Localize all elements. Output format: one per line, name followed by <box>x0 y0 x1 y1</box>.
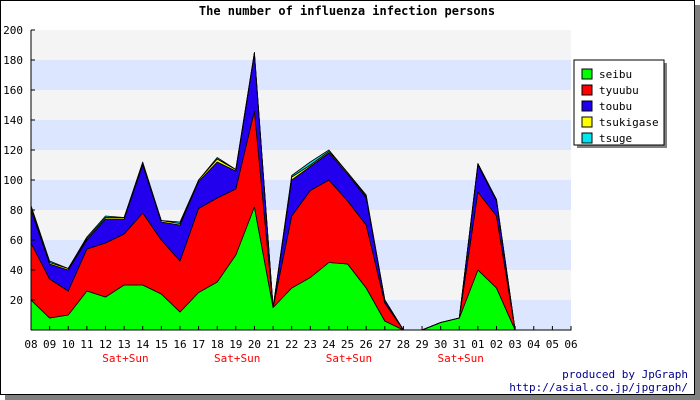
x-tick-label: 25 <box>341 338 354 351</box>
credit-line-1: produced by JpGraph <box>562 368 688 381</box>
legend-label-tsukigase: tsukigase <box>599 116 659 129</box>
y-tick-label: 160 <box>3 84 23 97</box>
y-tick-label: 200 <box>3 24 23 37</box>
legend-label-toubu: toubu <box>599 100 632 113</box>
x-tick-label: 03 <box>509 338 522 351</box>
legend-swatch-tsuge <box>581 132 593 144</box>
credit-line-2: http://asial.co.jp/jpgraph/ <box>509 381 688 394</box>
x-tick-label: 21 <box>266 338 279 351</box>
x-tick-label: 09 <box>43 338 56 351</box>
y-tick-label: 180 <box>3 54 23 67</box>
grid-band <box>31 30 571 60</box>
x-tick-label: 31 <box>453 338 466 351</box>
y-tick-label: 140 <box>3 114 23 127</box>
x-tick-label: 22 <box>285 338 298 351</box>
weekend-label: Sat+Sun <box>326 352 372 365</box>
x-tick-label: 16 <box>173 338 186 351</box>
x-tick-label: 18 <box>211 338 224 351</box>
grid-band <box>31 60 571 90</box>
x-tick-label: 27 <box>378 338 391 351</box>
grid-band <box>31 90 571 120</box>
chart-title: The number of influenza infection person… <box>198 4 496 18</box>
y-tick-label: 20 <box>10 294 23 307</box>
y-tick-label: 40 <box>10 264 23 277</box>
x-tick-label: 17 <box>192 338 205 351</box>
legend-label-seibu: seibu <box>599 68 632 81</box>
x-tick-label: 14 <box>136 338 150 351</box>
x-tick-label: 20 <box>248 338 261 351</box>
x-tick-label: 13 <box>117 338 130 351</box>
y-tick-label: 80 <box>10 204 23 217</box>
y-tick-label: 60 <box>10 234 23 247</box>
x-tick-label: 12 <box>99 338 112 351</box>
x-tick-label: 19 <box>229 338 242 351</box>
x-tick-label: 23 <box>304 338 317 351</box>
y-tick-label: 100 <box>3 174 23 187</box>
x-tick-label: 05 <box>546 338 559 351</box>
weekend-label: Sat+Sun <box>214 352 260 365</box>
x-tick-label: 02 <box>490 338 503 351</box>
x-tick-label: 10 <box>62 338 75 351</box>
x-tick-label: 29 <box>415 338 428 351</box>
x-tick-label: 26 <box>360 338 373 351</box>
grid-band <box>31 120 571 150</box>
x-tick-label: 24 <box>322 338 336 351</box>
legend-label-tsuge: tsuge <box>599 132 632 145</box>
x-tick-label: 28 <box>397 338 410 351</box>
y-tick-label: 120 <box>3 144 23 157</box>
x-tick-label: 30 <box>434 338 447 351</box>
legend-swatch-seibu <box>581 68 593 80</box>
x-tick-label: 01 <box>471 338 484 351</box>
x-tick-label: 04 <box>527 338 541 351</box>
legend-swatch-tyuubu <box>581 84 593 96</box>
weekend-label: Sat+Sun <box>102 352 148 365</box>
x-tick-label: 08 <box>24 338 37 351</box>
x-tick-label: 06 <box>564 338 577 351</box>
x-tick-label: 11 <box>80 338 93 351</box>
legend-label-tyuubu: tyuubu <box>599 84 639 97</box>
legend-swatch-toubu <box>581 100 593 112</box>
legend-swatch-tsukigase <box>581 116 593 128</box>
weekend-label: Sat+Sun <box>437 352 483 365</box>
x-tick-label: 15 <box>155 338 168 351</box>
